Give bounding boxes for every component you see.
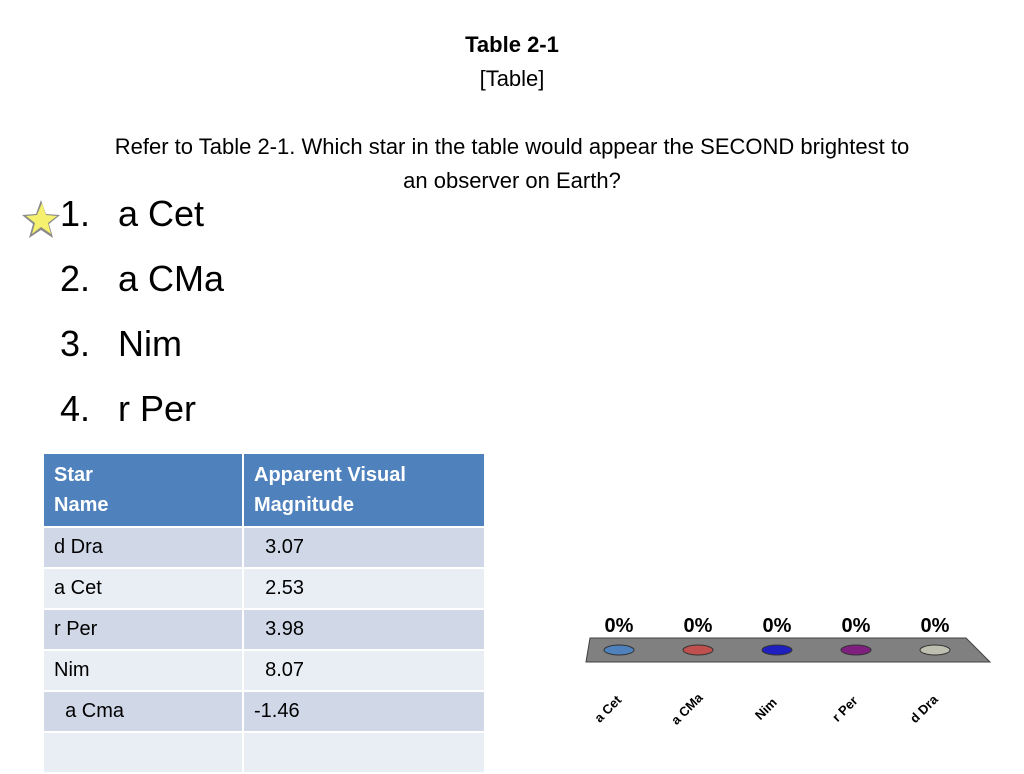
table-row: r Per 3.98 (42, 608, 486, 651)
chart-bar-disc (682, 644, 714, 656)
chart-value-label: 0% (684, 615, 713, 637)
chart-value-label: 0% (921, 615, 950, 637)
chart-bar-disc (840, 644, 872, 656)
chart-value-label: 0% (842, 615, 871, 637)
table-cell: a Cet (42, 567, 244, 610)
table-row: Nim 8.07 (42, 649, 486, 692)
table-row: d Dra 3.07 (42, 526, 486, 569)
answer-label: a Cet (118, 193, 205, 234)
answer-number: 3. (60, 323, 91, 364)
table-cell: -1.46 (242, 690, 486, 733)
answer-option[interactable]: 2. a CMa (60, 253, 224, 318)
question-text: Refer to Table 2-1. Which star in the ta… (114, 134, 910, 193)
table-row (42, 731, 486, 774)
table-row: a Cma -1.46 (42, 690, 486, 733)
table-cell: d Dra (42, 526, 244, 569)
answer-label: Nim (118, 323, 182, 364)
answer-label: r Per (118, 388, 197, 429)
answer-number: 4. (60, 388, 91, 429)
chart-category-label: Nim (752, 695, 780, 723)
table-cell: 3.07 (242, 526, 486, 569)
answer-list: 1. a Cet 2. a CMa 3. Nim 4. r Per (60, 188, 224, 448)
answer-number: 1. (60, 193, 91, 234)
slide-title: Table 2-1 (465, 32, 559, 57)
magnitude-table: Star Name Apparent Visual Magnitude d Dr… (42, 452, 486, 774)
table-header-row: Star Name Apparent Visual Magnitude (42, 452, 486, 528)
chart-category-label: d Dra (907, 691, 942, 726)
header-star-name: Star Name (42, 452, 244, 528)
chart-value-label: 0% (605, 615, 634, 637)
answer-option[interactable]: 1. a Cet (60, 188, 224, 253)
table-cell: 2.53 (242, 567, 486, 610)
chart-bar-disc (919, 644, 951, 656)
table-cell (42, 731, 244, 774)
table-cell (242, 731, 486, 774)
chart-category-label: a CMa (668, 689, 706, 727)
answer-option[interactable]: 4. r Per (60, 383, 224, 448)
chart-bar-disc (761, 644, 793, 656)
table-cell: 3.98 (242, 608, 486, 651)
table-cell: a Cma (42, 690, 244, 733)
table-row: a Cet 2.53 (42, 567, 486, 610)
answer-label: a CMa (118, 258, 225, 299)
table-cell: Nim (42, 649, 244, 692)
answer-option[interactable]: 3. Nim (60, 318, 224, 383)
chart-category-label: a Cet (591, 692, 625, 726)
chart-category-label: r Per (829, 693, 861, 725)
table-cell: r Per (42, 608, 244, 651)
slide-subtitle: [Table] (479, 66, 545, 91)
response-chart: 0% a Cet 0% a CMa 0% Nim 0% r Per 0% d Dra (585, 615, 992, 728)
star-icon (22, 200, 60, 238)
table-cell: 8.07 (242, 649, 486, 692)
header-magnitude: Apparent Visual Magnitude (242, 452, 486, 528)
answer-number: 2. (60, 258, 91, 299)
chart-bar-disc (603, 644, 635, 656)
chart-value-label: 0% (763, 615, 792, 637)
slide-title-block: Table 2-1 [Table] (0, 28, 1024, 96)
